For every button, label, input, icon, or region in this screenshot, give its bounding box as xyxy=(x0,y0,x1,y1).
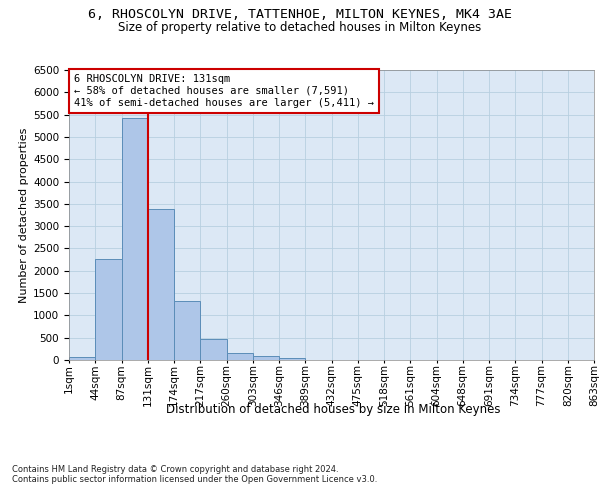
Bar xyxy=(174,301,200,360)
Text: 6, RHOSCOLYN DRIVE, TATTENHOE, MILTON KEYNES, MK4 3AE: 6, RHOSCOLYN DRIVE, TATTENHOE, MILTON KE… xyxy=(88,8,512,20)
Y-axis label: Number of detached properties: Number of detached properties xyxy=(19,128,29,302)
Bar xyxy=(148,209,174,360)
Text: Contains HM Land Registry data © Crown copyright and database right 2024.
Contai: Contains HM Land Registry data © Crown c… xyxy=(12,465,377,484)
Bar xyxy=(200,339,227,360)
Bar xyxy=(227,353,253,360)
Bar xyxy=(279,358,305,360)
Bar xyxy=(121,118,148,360)
Text: 6 RHOSCOLYN DRIVE: 131sqm
← 58% of detached houses are smaller (7,591)
41% of se: 6 RHOSCOLYN DRIVE: 131sqm ← 58% of detac… xyxy=(74,74,374,108)
Bar xyxy=(95,258,121,360)
Bar xyxy=(253,356,279,360)
Text: Distribution of detached houses by size in Milton Keynes: Distribution of detached houses by size … xyxy=(166,402,500,415)
Text: Size of property relative to detached houses in Milton Keynes: Size of property relative to detached ho… xyxy=(118,21,482,34)
Bar xyxy=(69,357,95,360)
